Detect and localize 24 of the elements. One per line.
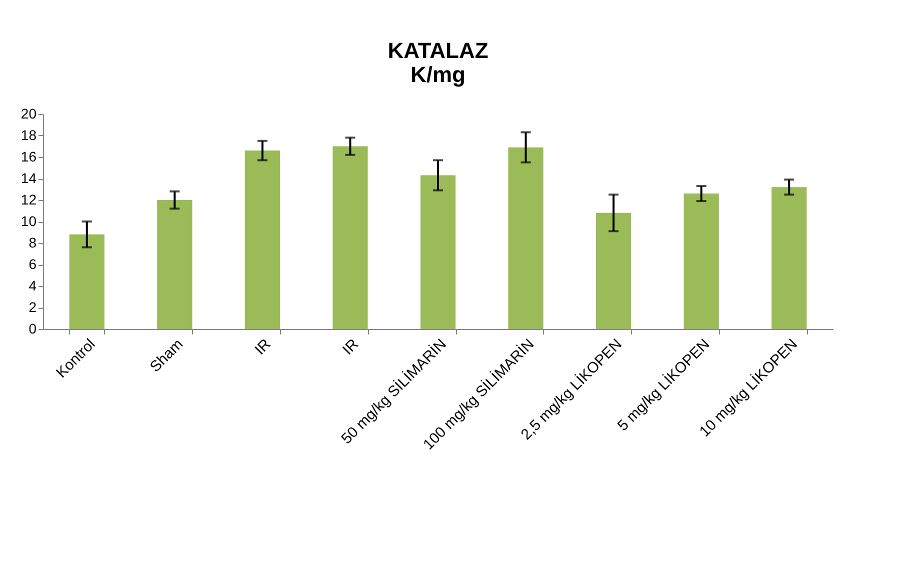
y-tick-label: 8 <box>28 234 37 250</box>
bar <box>69 234 104 329</box>
y-tick-label: 16 <box>20 148 37 164</box>
y-tick-label: 18 <box>20 127 37 143</box>
x-tick-label: IR <box>339 336 362 358</box>
y-tick-label: 10 <box>20 213 37 229</box>
bar <box>772 187 807 329</box>
bar <box>420 175 456 329</box>
bar <box>244 150 280 329</box>
bar <box>508 147 544 329</box>
y-tick-label: 12 <box>20 192 37 208</box>
y-tick-label: 0 <box>28 320 37 336</box>
bar <box>596 212 632 329</box>
y-tick-label: 6 <box>28 256 37 272</box>
text: K/mg <box>410 62 466 87</box>
y-tick-label: 4 <box>28 278 37 294</box>
bar <box>157 200 192 329</box>
y-tick-label: 2 <box>28 299 37 315</box>
y-tick-label: 20 <box>20 106 37 122</box>
y-tick-label: 14 <box>20 170 37 186</box>
bar <box>684 194 719 329</box>
x-tick-label: IR <box>252 336 274 358</box>
bar <box>332 146 368 329</box>
text: KATALAZ <box>388 38 488 63</box>
